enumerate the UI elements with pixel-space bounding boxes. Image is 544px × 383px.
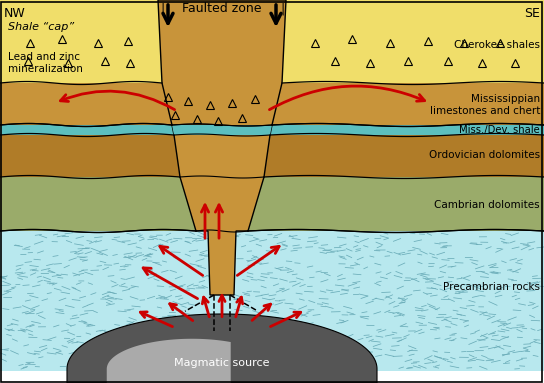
Bar — [0, 125, 544, 135]
Bar — [0, 177, 544, 231]
Text: |: | — [160, 2, 164, 15]
Text: SE: SE — [524, 7, 540, 20]
Bar — [0, 231, 544, 371]
Text: Faulted zone: Faulted zone — [182, 2, 262, 15]
Polygon shape — [158, 0, 286, 295]
Text: Ordovician dolomites: Ordovician dolomites — [429, 150, 540, 160]
Bar — [0, 135, 544, 177]
Text: NW: NW — [4, 7, 26, 20]
Polygon shape — [107, 339, 231, 383]
Text: Lead and zinc
mineralization: Lead and zinc mineralization — [8, 52, 83, 74]
Text: Mississippian
limestones and chert: Mississippian limestones and chert — [430, 94, 540, 116]
Polygon shape — [172, 125, 272, 135]
Text: Cambrian dolomites: Cambrian dolomites — [434, 200, 540, 210]
Polygon shape — [67, 314, 377, 383]
Text: Magmatic source: Magmatic source — [174, 358, 270, 368]
Bar — [0, 0, 544, 83]
Text: Cherokee shales: Cherokee shales — [454, 40, 540, 50]
Text: Miss./Dev. shale: Miss./Dev. shale — [459, 125, 540, 135]
Text: |: | — [280, 2, 284, 15]
Text: Precambrian rocks: Precambrian rocks — [443, 282, 540, 292]
Text: Shale “cap”: Shale “cap” — [8, 22, 74, 32]
Bar — [0, 83, 544, 125]
